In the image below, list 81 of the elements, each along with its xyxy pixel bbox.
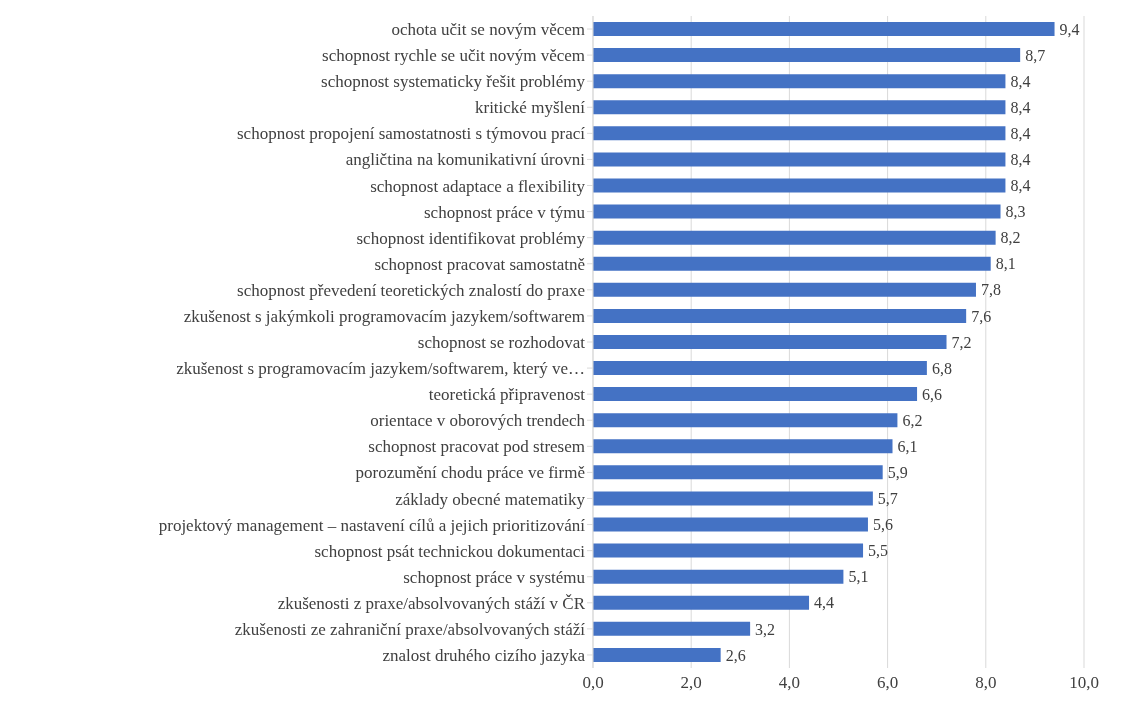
data-label: 5,7 <box>877 490 898 508</box>
bar <box>593 256 991 271</box>
data-label: 6,8 <box>931 359 952 377</box>
data-label: 9,4 <box>1059 20 1080 38</box>
bar <box>593 465 883 480</box>
x-tick-label: 8,0 <box>975 673 997 693</box>
y-tick-label: kritické myšlení <box>474 98 586 118</box>
y-tick-label: schopnost propojení samostatnosti s týmovou prací <box>237 124 586 144</box>
x-tick-label: 10,0 <box>1069 673 1099 693</box>
data-label: 4,4 <box>814 594 835 612</box>
bar <box>593 230 996 245</box>
data-label: 5,5 <box>868 542 889 560</box>
y-tick-label: schopnost identifikovat problémy <box>356 228 586 248</box>
data-label: 8,1 <box>995 255 1016 273</box>
data-label: 7,8 <box>980 281 1001 299</box>
data-label: 8,4 <box>1010 98 1031 116</box>
y-tick-label: porozumění chodu práce ve firmě <box>355 463 585 483</box>
bar <box>593 152 1006 167</box>
y-tick-label: angličtina na komunikativní úrovni <box>345 150 586 170</box>
y-tick-label: orientace v oborových trendech <box>370 411 586 431</box>
bar <box>593 22 1055 36</box>
bar <box>593 595 810 610</box>
bar <box>593 413 898 428</box>
bar <box>593 543 864 558</box>
y-tick-label: projektový management – nastavení cílů a jejich prioritizování <box>158 515 586 535</box>
bar <box>593 517 868 532</box>
y-tick-label: schopnost rychle se učit novým věcem <box>322 46 585 66</box>
data-label: 7,6 <box>971 307 992 325</box>
bar <box>593 439 893 454</box>
y-tick-label: schopnost práce v systému <box>403 567 586 587</box>
y-tick-label: znalost druhého cizího jazyka <box>382 645 586 665</box>
bar <box>593 308 967 323</box>
bar <box>593 387 918 402</box>
bar <box>593 126 1006 141</box>
y-tick-label: schopnost se rozhodovat <box>417 333 586 353</box>
y-tick-label: schopnost pracovat samostatně <box>374 254 585 274</box>
data-label: 5,9 <box>887 464 908 482</box>
bar <box>593 48 1021 63</box>
data-label: 7,2 <box>951 333 972 351</box>
x-tick-label: 6,0 <box>876 673 899 693</box>
y-tick-label: zkušenost s programovacím jazykem/softwarem, který ve… <box>176 359 585 379</box>
bar <box>593 491 873 506</box>
bar <box>593 361 927 376</box>
bar <box>593 647 721 662</box>
data-label: 6,2 <box>902 411 923 429</box>
bar <box>593 282 976 297</box>
data-label: 8,4 <box>1010 72 1031 90</box>
data-label: 3,2 <box>755 620 776 638</box>
y-tick-label: základy obecné matematiky <box>395 489 586 509</box>
data-label: 8,4 <box>1010 125 1031 142</box>
y-tick-label: teoretická připravenost <box>428 385 586 405</box>
data-label: 8,2 <box>1000 229 1021 247</box>
y-tick-label: zkušenosti z praxe/absolvovaných stáží v ČR <box>277 593 586 613</box>
y-tick-label: schopnost psát technickou dokumentaci <box>314 541 586 561</box>
data-label: 6,6 <box>922 385 943 403</box>
bar <box>593 204 1001 219</box>
y-tick-label: schopnost práce v týmu <box>424 202 586 222</box>
y-tick-label: schopnost pracovat pod stresem <box>368 437 585 457</box>
data-label: 8,7 <box>1025 46 1046 64</box>
data-label: 5,1 <box>848 568 869 586</box>
bar <box>593 100 1006 115</box>
bar <box>593 621 751 636</box>
y-tick-label: ochota učit se novým věcem <box>391 20 585 40</box>
data-label: 8,3 <box>1005 203 1026 221</box>
data-label: 8,4 <box>1010 151 1031 169</box>
y-tick-label: zkušenosti ze zahraniční praxe/absolvovaných stáží <box>234 619 586 639</box>
y-tick-label: schopnost adaptace a flexibility <box>370 176 586 196</box>
x-tick-label: 0,0 <box>582 673 604 693</box>
data-label: 6,1 <box>897 437 918 455</box>
data-label: 5,6 <box>872 516 893 534</box>
bar <box>593 569 844 584</box>
data-label: 8,4 <box>1010 177 1031 195</box>
data-label: 2,6 <box>725 646 746 664</box>
x-tick-label: 2,0 <box>680 673 702 693</box>
y-tick-label: schopnost systematicky řešit problémy <box>321 72 586 92</box>
bar <box>593 334 947 349</box>
y-tick-label: schopnost převedení teoretických znalostí do praxe <box>237 280 585 300</box>
bar <box>593 178 1006 193</box>
bar <box>593 74 1006 89</box>
x-tick-label: 4,0 <box>778 673 801 693</box>
y-tick-label: zkušenost s jakýmkoli programovacím jazykem/softwarem <box>183 306 585 326</box>
